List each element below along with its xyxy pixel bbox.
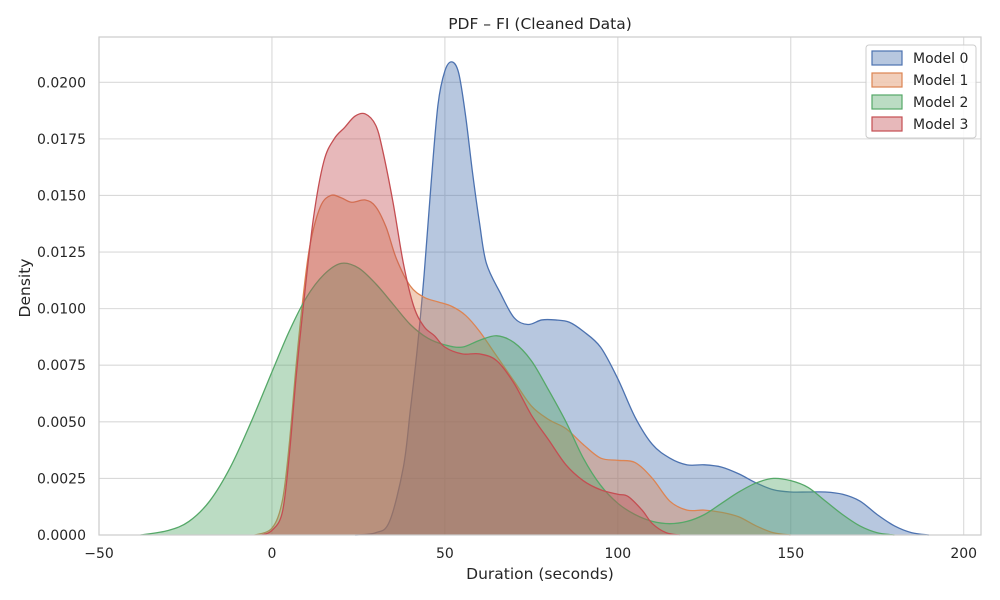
y-tick-label: 0.0050 [37,415,86,431]
y-axis-ticks: 0.0000 0.0025 0.0050 0.0075 0.0100 0.0125 0.01… [37,75,86,544]
y-tick-label: 0.0200 [37,75,86,91]
legend-label-model-1: Model 1 [913,73,968,89]
legend: Model 0 Model 1 Model 2 Model 3 [865,44,977,139]
legend-label-model-0: Model 0 [913,51,968,67]
x-tick-label: 150 [777,546,804,562]
plot-area [99,37,981,535]
density-line-model-2 [140,262,895,536]
legend-frame [865,44,977,139]
legend-label-model-3: Model 3 [913,117,968,133]
x-tick-label: 200 [950,546,977,562]
density-curves [140,61,930,536]
y-tick-label: 0.0125 [37,245,86,261]
y-tick-label: 0.0025 [37,471,86,487]
x-tick-label: 50 [436,546,454,562]
density-line-model-3 [261,112,681,536]
y-axis-title: Density [16,259,34,318]
density-line-model-0 [354,61,930,536]
density-area-model-2 [140,263,895,535]
chart-title: PDF – FI (Cleaned Data) [448,15,632,33]
x-tick-label: −50 [84,546,114,562]
density-area-model-1 [254,195,791,535]
legend-swatch-model-3 [871,116,903,132]
density-area-model-3 [261,113,681,535]
legend-label-model-2: Model 2 [913,95,968,111]
y-tick-label: 0.0075 [37,358,86,374]
y-tick-label: 0.0000 [37,528,86,544]
x-tick-label: 0 [267,546,276,562]
density-area-model-0 [354,61,930,536]
y-tick-label: 0.0100 [37,302,86,318]
legend-swatch-model-1 [871,72,903,88]
legend-swatch-model-2 [871,94,903,110]
y-tick-label: 0.0150 [37,188,86,204]
x-tick-label: 100 [604,546,631,562]
plot-frame [98,36,982,536]
legend-swatch-model-0 [871,50,903,66]
x-axis-title: Duration (seconds) [466,565,614,583]
x-axis-ticks: −50 0 50 100 150 200 [84,546,977,562]
y-tick-label: 0.0175 [37,132,86,148]
